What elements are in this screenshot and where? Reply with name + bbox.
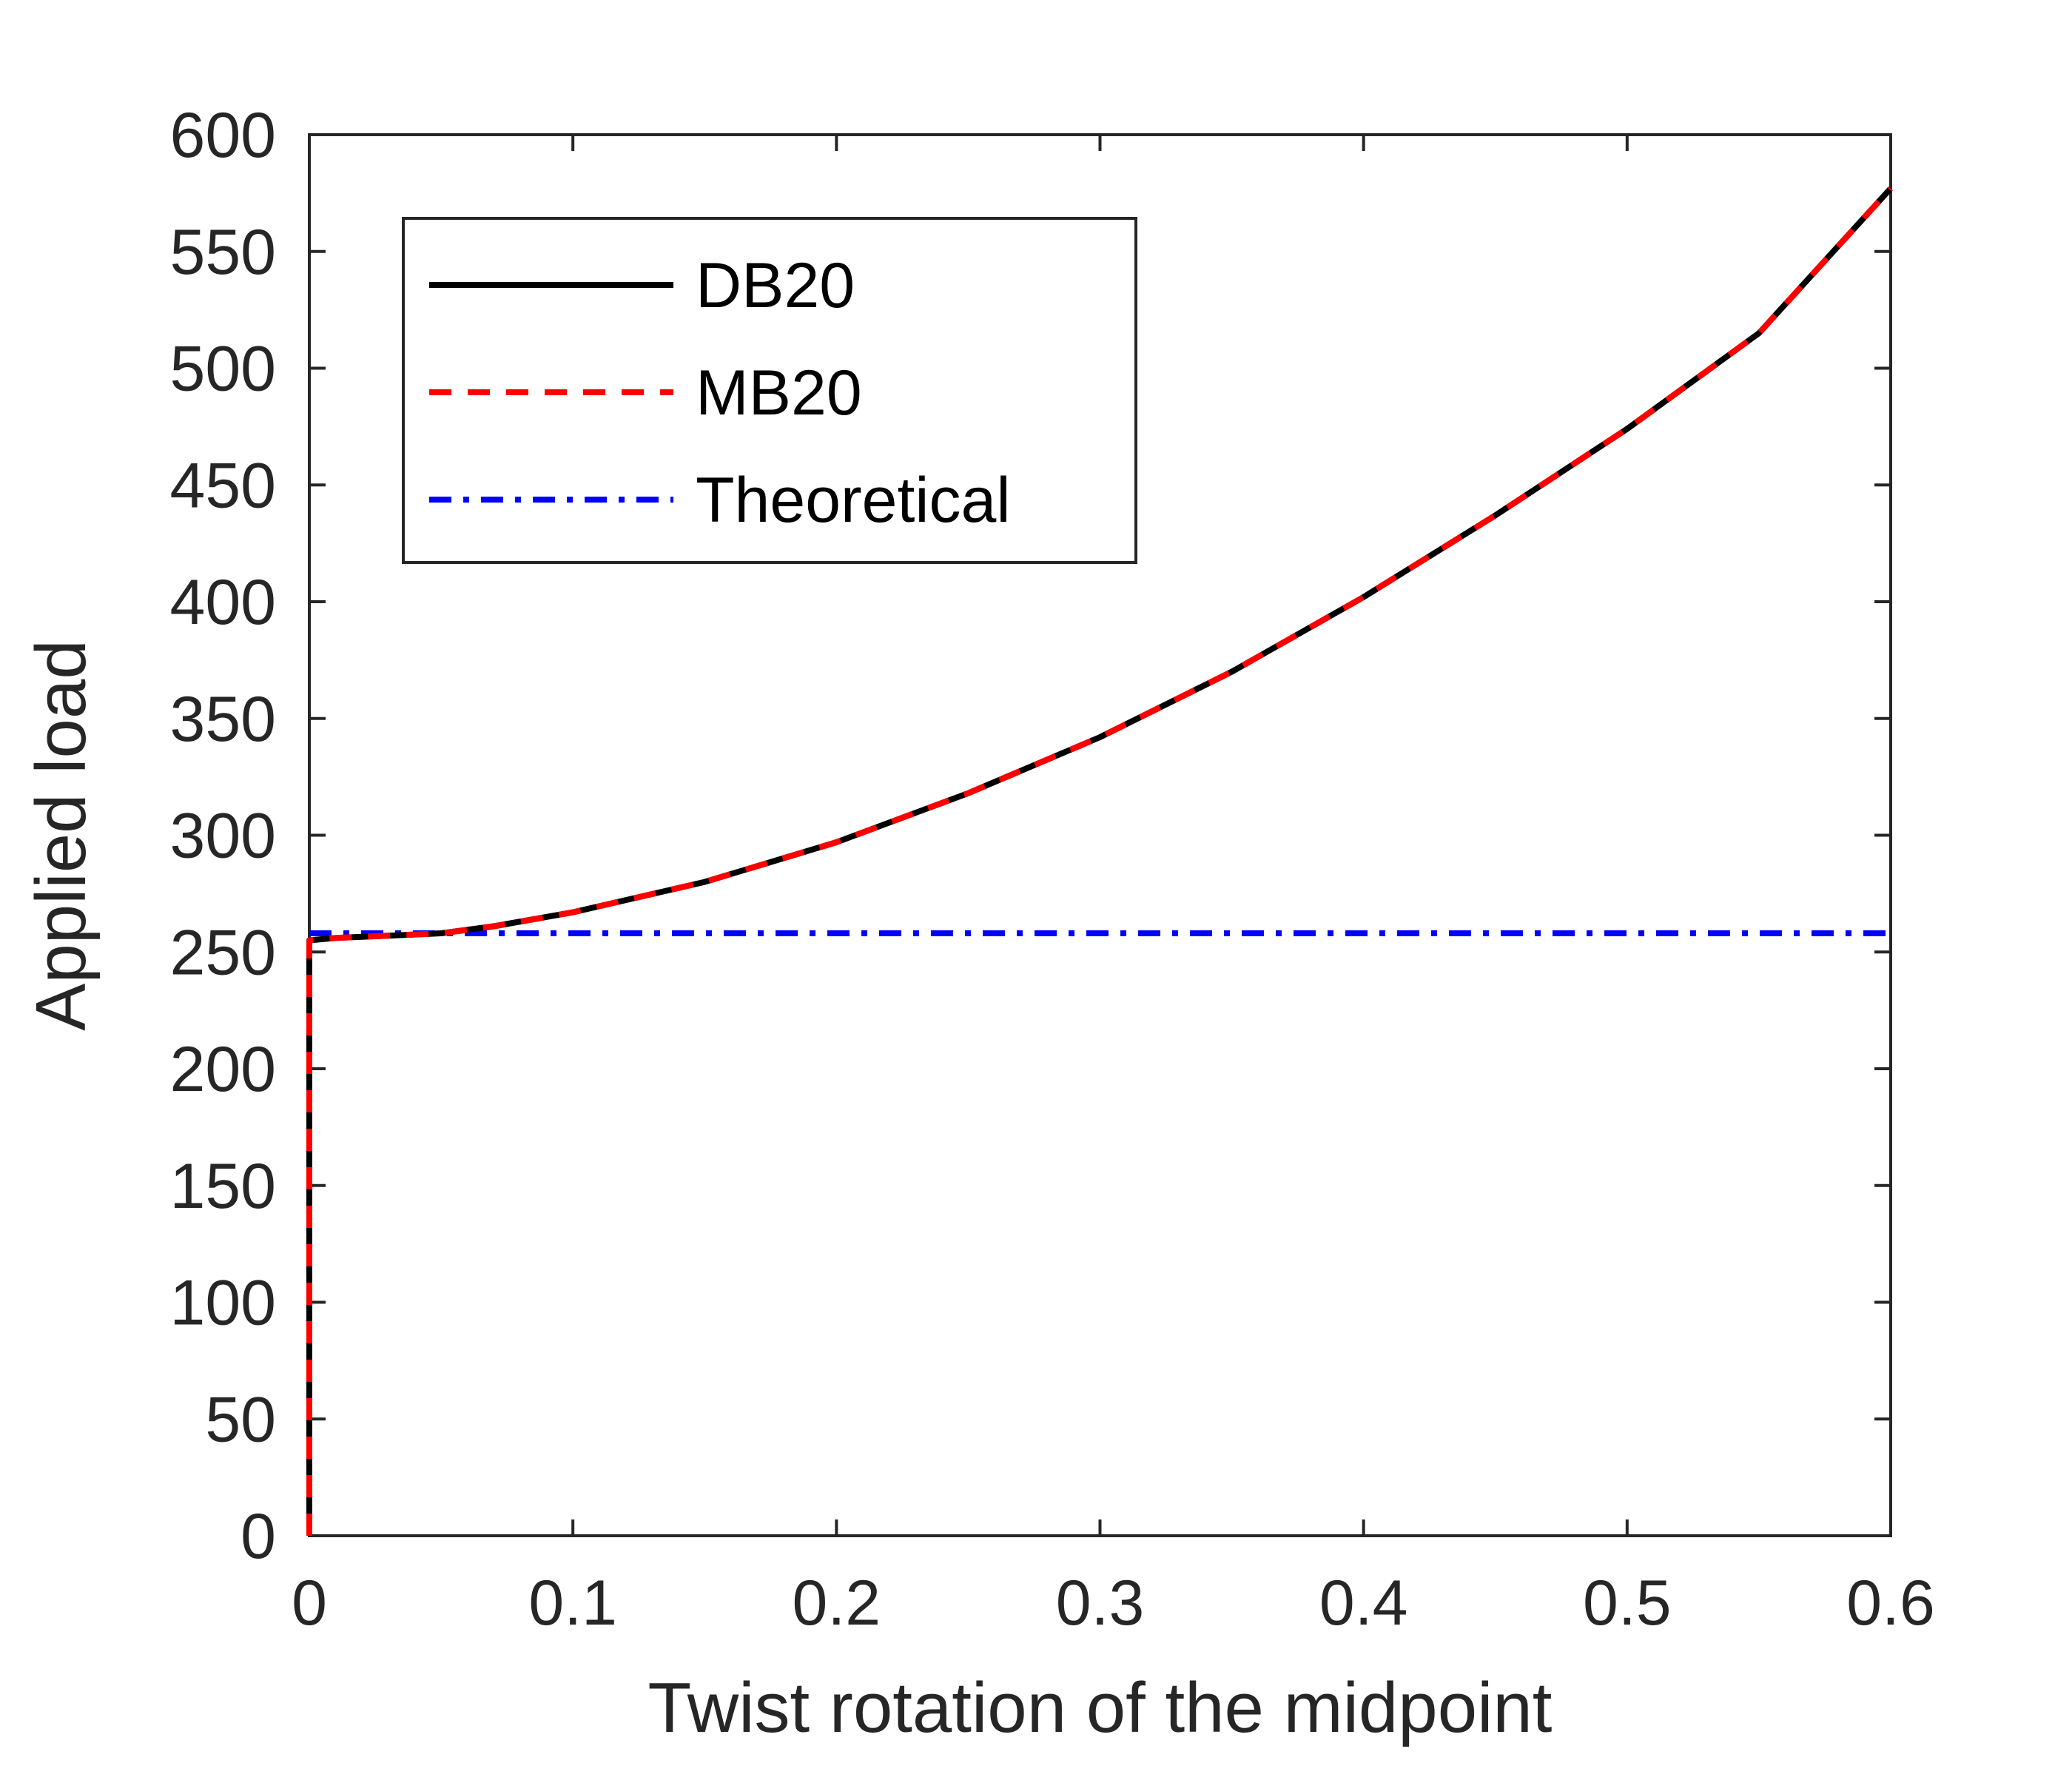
x-axis-label: Twist rotation of the midpoint xyxy=(648,1668,1553,1747)
y-tick-label: 100 xyxy=(170,1268,277,1339)
x-tick-label: 0 xyxy=(292,1568,327,1639)
y-tick-label: 150 xyxy=(170,1151,277,1222)
series-line-mb20 xyxy=(306,186,1893,1536)
legend-label-mb20: MB20 xyxy=(696,357,862,429)
x-tick-label: 0.5 xyxy=(1583,1568,1672,1639)
y-tick-label: 300 xyxy=(170,801,277,872)
axis-ticks: 0 0.1 0.2 0.3 0.4 0.5 0.6 0 50 100 150 200 250 300 350… xyxy=(170,100,1935,1639)
y-axis-label: Applied load xyxy=(21,639,101,1030)
y-tick-label: 500 xyxy=(170,334,277,405)
legend-label-db20: DB20 xyxy=(696,250,855,321)
y-tick-label: 50 xyxy=(205,1384,276,1455)
x-tick-label: 0.6 xyxy=(1846,1568,1935,1639)
y-tick-label: 600 xyxy=(170,100,277,171)
y-tick-label: 250 xyxy=(170,917,277,988)
y-tick-label: 550 xyxy=(170,217,277,288)
x-tick-label: 0.4 xyxy=(1319,1568,1408,1639)
x-tick-label: 0.3 xyxy=(1056,1568,1145,1639)
y-tick-label: 200 xyxy=(170,1034,277,1105)
legend-label-theoretical: Theoretical xyxy=(696,465,1010,536)
y-tick-label: 350 xyxy=(170,684,277,755)
legend: DB20 MB20 Theoretical xyxy=(402,217,1137,564)
series-lines xyxy=(306,186,1893,1536)
x-tick-label: 0.2 xyxy=(793,1568,881,1639)
x-tick-label: 0.1 xyxy=(528,1568,617,1639)
y-tick-label: 450 xyxy=(170,450,277,521)
y-tick-label: 0 xyxy=(240,1501,276,1572)
y-tick-label: 400 xyxy=(170,567,277,638)
